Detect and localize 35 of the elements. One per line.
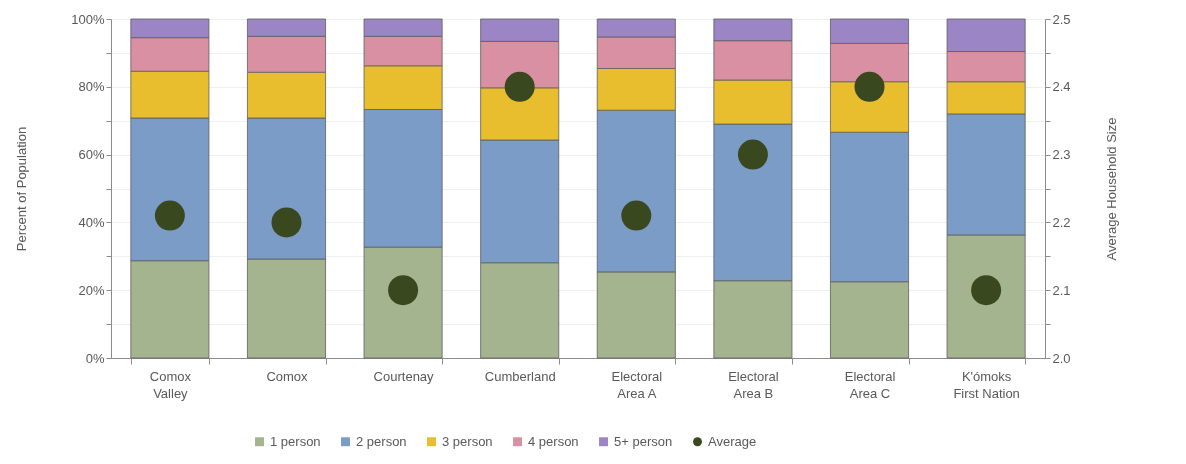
point [854, 71, 885, 102]
x-tick-label: Electoral Area A [611, 368, 663, 401]
y2-axis-title: Average Household Size [1103, 117, 1119, 261]
y-tick-label: 60% [78, 147, 105, 163]
x-tick-label: Electoral Area C [844, 368, 896, 401]
point [737, 139, 768, 170]
y-axis-title: Percent of Population [14, 126, 30, 252]
x-tick-label: Comox Valley [149, 368, 192, 401]
x-tick-label: K'ómoks First Nation [953, 368, 1020, 401]
point [971, 275, 1002, 306]
legend-label: 4 person [528, 433, 579, 449]
x-tick-label: Electoral Area B [728, 368, 779, 401]
legend-label: 5+ person [614, 433, 673, 449]
legend-label: 1 person [270, 433, 321, 449]
y-tick-label: 0% [85, 350, 105, 366]
point [504, 71, 535, 102]
x-tick-label: Comox [266, 368, 309, 384]
y2-tick-label: 2.2 [1052, 214, 1071, 230]
legend-label: 2 person [356, 433, 407, 449]
point [621, 200, 652, 231]
x-tick-label: Courtenay [373, 368, 435, 384]
y2-tick-label: 2.0 [1052, 350, 1071, 366]
y2-tick-label: 2.4 [1052, 79, 1071, 95]
y-tick-label: 40% [78, 214, 105, 230]
y-tick-label: 80% [78, 79, 105, 95]
y-tick-label: 20% [78, 282, 105, 298]
y2-tick-label: 2.5 [1052, 11, 1071, 27]
point [271, 207, 302, 238]
x-tick-label: Cumberland [484, 368, 556, 384]
y2-tick-label: 2.1 [1052, 282, 1071, 298]
legend-label: Average [708, 433, 757, 449]
point [154, 200, 185, 231]
y-tick-label: 100% [71, 11, 105, 27]
legend-label: 3 person [442, 433, 493, 449]
y2-tick-label: 2.3 [1052, 147, 1071, 163]
